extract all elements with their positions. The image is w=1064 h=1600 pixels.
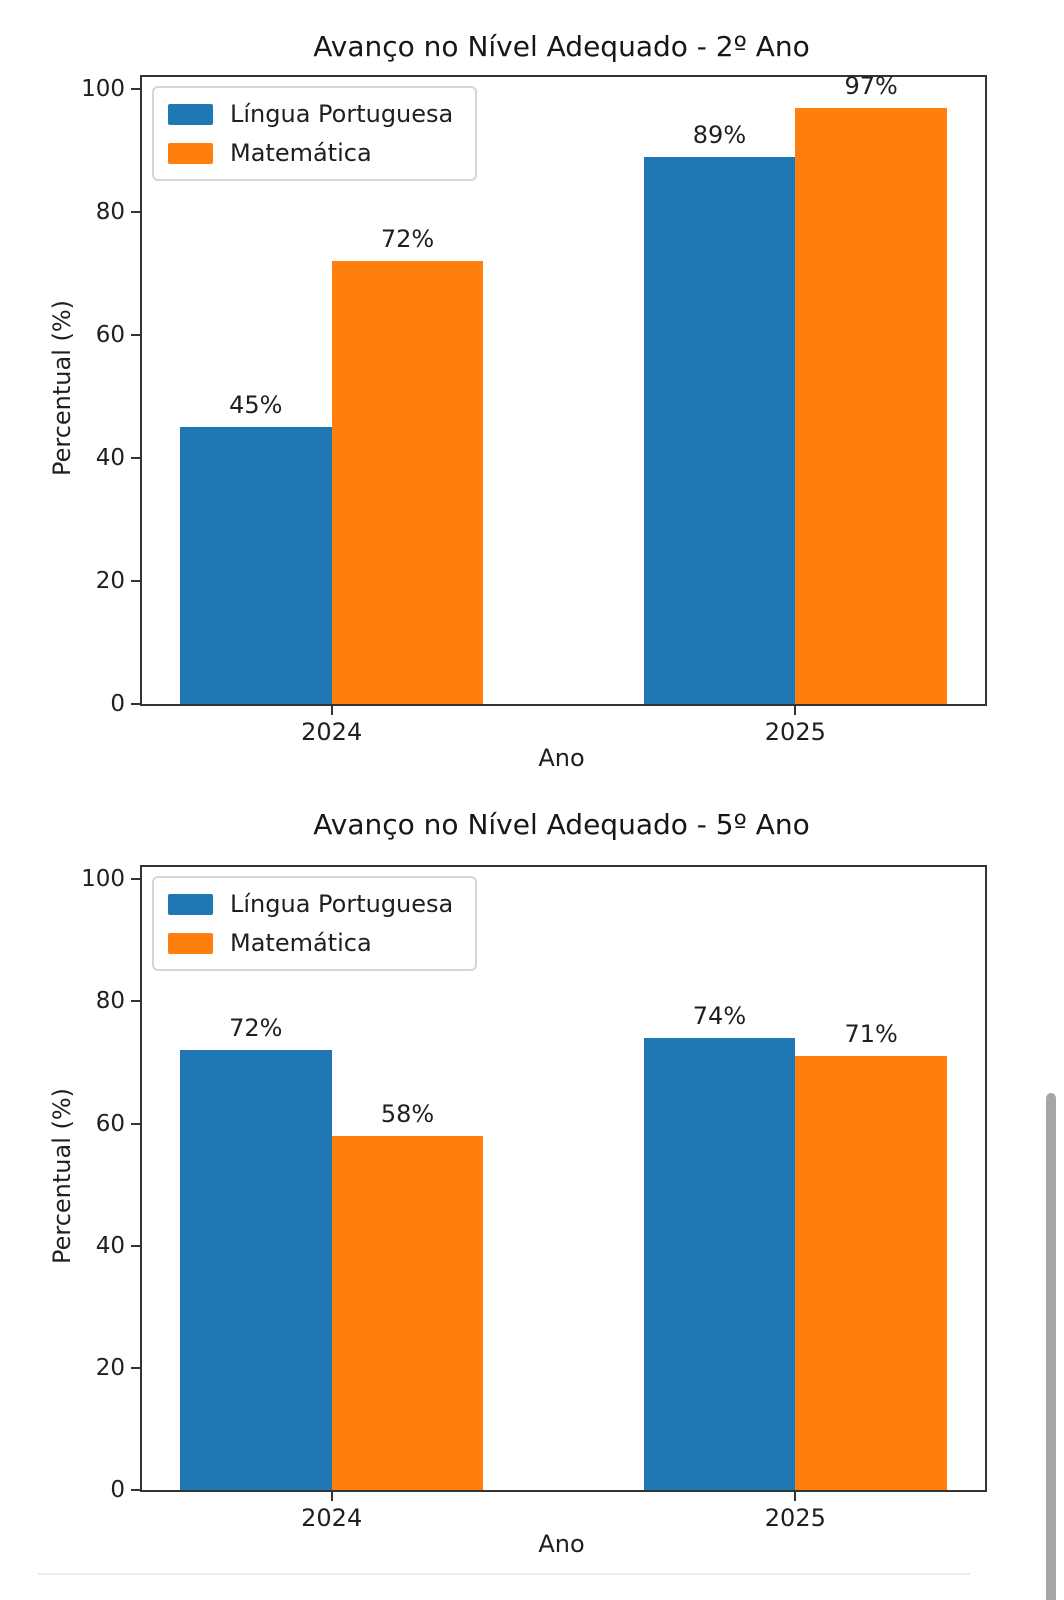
x-tick-mark (330, 706, 333, 715)
y-tick-mark (131, 88, 140, 91)
y-tick-label: 100 (81, 76, 125, 103)
y-tick-label: 100 (81, 866, 125, 893)
bar-Língua Portuguesa-2025 (643, 1038, 796, 1490)
y-tick-label: 40 (95, 445, 125, 472)
legend-label: Matemática (230, 139, 372, 167)
y-axis-label: Percentual (%) (48, 299, 76, 477)
bar-Matemática-2025 (795, 1056, 948, 1490)
legend-label: Matemática (230, 929, 372, 957)
legend-swatch-icon (168, 932, 213, 954)
legend-item: Língua Portuguesa (168, 100, 453, 128)
x-tick-label: 2024 (301, 718, 363, 746)
y-tick-label: 80 (95, 988, 125, 1015)
legend: Língua Portuguesa Matemática (152, 876, 478, 971)
y-tick-mark (131, 1000, 140, 1003)
bar-value-label: 72% (229, 1014, 283, 1043)
bar-Língua Portuguesa-2024 (179, 427, 332, 704)
x-tick-mark (794, 1492, 797, 1501)
bar-value-label: 89% (692, 120, 747, 149)
page-divider (38, 1573, 970, 1575)
bar-value-label: 58% (380, 1099, 435, 1128)
bar-Língua Portuguesa-2024 (179, 1050, 332, 1490)
x-axis-label: Ano (538, 744, 585, 772)
x-tick-mark (794, 706, 797, 715)
bar-value-label: 74% (692, 1002, 747, 1031)
legend: Língua Portuguesa Matemática (152, 86, 478, 181)
x-tick-mark (330, 1492, 333, 1501)
y-tick-mark (131, 334, 140, 337)
y-tick-label: 20 (95, 1354, 125, 1381)
bar-Língua Portuguesa-2025 (643, 156, 796, 704)
scrollbar-thumb[interactable] (1046, 1093, 1056, 1600)
chart-title-2ano: Avanço no Nível Adequado - 2º Ano (313, 30, 810, 63)
y-tick-label: 60 (95, 322, 125, 349)
y-tick-mark (131, 703, 140, 705)
legend-item: Matemática (168, 929, 453, 957)
y-tick-label: 0 (110, 1477, 125, 1503)
x-tick-label: 2025 (764, 718, 826, 746)
bar-Matemática-2024 (331, 261, 484, 704)
plot-area: 0 20 40 60 80 100 2024 72% 58% 2025 74% 71% Língua P… (81, 865, 987, 1532)
x-tick-label: 2024 (301, 1504, 363, 1532)
bar-Matemática-2025 (795, 107, 948, 704)
legend-label: Língua Portuguesa (230, 890, 454, 918)
y-axis-label: Percentual (%) (48, 1087, 76, 1265)
y-tick-label: 0 (110, 691, 125, 717)
legend-swatch-icon (168, 142, 213, 164)
bar-value-label: 97% (844, 71, 898, 100)
legend-item: Matemática (168, 139, 453, 167)
plot-area: 0 20 40 60 80 100 2024 45% 72% 2025 89% 97% Língua P… (81, 71, 987, 746)
y-tick-label: 60 (95, 1110, 125, 1137)
y-tick-mark (131, 211, 140, 214)
bar-Matemática-2024 (331, 1135, 484, 1490)
y-tick-mark (131, 457, 140, 460)
x-axis-label: Ano (538, 1530, 585, 1558)
y-tick-mark (131, 580, 140, 583)
y-tick-label: 20 (95, 568, 125, 595)
y-tick-label: 80 (95, 199, 125, 226)
y-tick-mark (131, 878, 140, 881)
bar-value-label: 72% (380, 225, 435, 254)
legend-item: Língua Portuguesa (168, 890, 453, 918)
y-tick-label: 40 (95, 1232, 125, 1259)
x-tick-label: 2025 (764, 1504, 826, 1532)
y-tick-mark (131, 1489, 140, 1491)
bar-value-label: 71% (844, 1020, 898, 1049)
y-tick-mark (131, 1122, 140, 1125)
chart-title-5ano: Avanço no Nível Adequado - 5º Ano (313, 808, 810, 841)
legend-label: Língua Portuguesa (230, 100, 454, 128)
y-tick-mark (131, 1244, 140, 1247)
legend-swatch-icon (168, 893, 213, 915)
bar-value-label: 45% (229, 391, 283, 420)
legend-swatch-icon (168, 103, 213, 125)
y-tick-mark (131, 1366, 140, 1369)
